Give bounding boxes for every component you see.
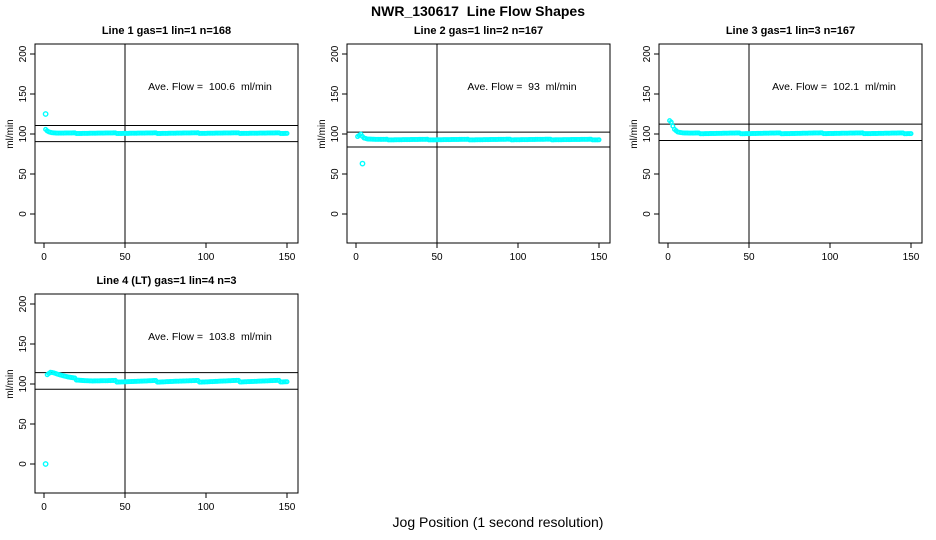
average-flow-annotation: Ave. Flow = 103.8 ml/min [148,331,272,343]
y-tick-label: 100 [330,125,341,142]
y-tick-label: 0 [18,211,29,217]
reference-lines [659,44,922,243]
x-tick-label: 100 [510,252,527,263]
x-tick-label: 50 [119,252,131,263]
y-tick-label: 0 [330,211,341,217]
x-tick-label: 50 [431,252,443,263]
x-tick-label: 50 [743,252,755,263]
y-tick-label: 50 [18,418,29,430]
x-tick-label: 0 [41,252,47,263]
average-flow-annotation: Ave. Flow = 102.1 ml/min [772,81,896,93]
panel-line-4-plot: 0 50 100 150 0 50 100 150 200 ml/min Line 4 (LT) g… [5,275,299,513]
flow-data-points [667,118,914,137]
panel-line-2: 0 50 100 150 0 50 100 150 200 ml/min Line 2 gas=1 … [312,18,624,268]
y-tick-label: 50 [642,168,653,180]
x-tick-label: 50 [119,502,131,513]
x-tick-label: 100 [822,252,839,263]
y-tick-label: 200 [330,45,341,62]
y-tick-label: 0 [642,211,653,217]
reference-lines [347,44,610,243]
axes: 0 50 100 150 0 50 100 150 200 ml/min [5,293,299,513]
flow-data-points [42,369,290,467]
y-tick-label: 200 [18,45,29,62]
reference-lines [35,44,298,243]
y-axis-label: ml/min [317,119,328,148]
y-tick-label: 0 [18,461,29,467]
flow-data-points [355,131,602,167]
x-tick-label: 0 [353,252,359,263]
y-tick-label: 50 [18,168,29,180]
average-flow-annotation: Ave. Flow = 100.6 ml/min [148,81,272,93]
x-tick-label: 150 [591,252,608,263]
reference-lines [35,294,298,493]
axes: 0 50 100 150 0 50 100 150 200 ml/min [317,43,611,263]
y-tick-label: 150 [642,85,653,102]
x-tick-label: 150 [903,252,920,263]
panel-title: Line 4 (LT) gas=1 lin=4 n=3 [96,275,236,287]
panel-line-3: 0 50 100 150 0 50 100 150 200 ml/min Line 3 gas=1 … [624,18,936,268]
x-tick-label: 0 [41,502,47,513]
figure-x-axis-label: Jog Position (1 second resolution) [392,514,604,530]
y-tick-label: 100 [18,125,29,142]
panel-title: Line 1 gas=1 lin=1 n=168 [102,25,231,37]
y-axis-label: ml/min [5,119,16,148]
y-tick-label: 100 [642,125,653,142]
panel-title: Line 3 gas=1 lin=3 n=167 [726,25,855,37]
panel-line-1: 0 50 100 150 0 50 100 150 200 ml/min Line 1 gas=1 … [0,18,312,268]
panel-line-2-plot: 0 50 100 150 0 50 100 150 200 ml/min Line 2 gas=1 … [317,25,611,263]
y-tick-label: 200 [18,295,29,312]
y-tick-label: 200 [642,45,653,62]
axes: 0 50 100 150 0 50 100 150 200 ml/min [5,43,299,263]
y-tick-label: 100 [18,375,29,392]
y-tick-label: 150 [330,85,341,102]
x-tick-label: 150 [279,502,296,513]
average-flow-annotation: Ave. Flow = 93 ml/min [467,81,576,93]
x-tick-label: 100 [198,252,215,263]
panel-line-3-plot: 0 50 100 150 0 50 100 150 200 ml/min Line 3 gas=1 … [629,25,923,263]
flow-data-points [42,111,290,137]
y-tick-label: 150 [18,335,29,352]
panel-line-1-plot: 0 50 100 150 0 50 100 150 200 ml/min Line 1 gas=1 … [5,25,299,263]
panel-title: Line 2 gas=1 lin=2 n=167 [414,25,543,37]
x-tick-label: 0 [665,252,671,263]
axes: 0 50 100 150 0 50 100 150 200 ml/min [629,43,923,263]
panel-line-4: 0 50 100 150 0 50 100 150 200 ml/min Line 4 (LT) g… [0,268,312,518]
y-tick-label: 150 [18,85,29,102]
figure-title: NWR_130617 Line Flow Shapes [371,3,585,19]
y-tick-label: 50 [330,168,341,180]
x-tick-label: 150 [279,252,296,263]
y-axis-label: ml/min [5,369,16,398]
y-axis-label: ml/min [629,119,640,148]
x-tick-label: 100 [198,502,215,513]
